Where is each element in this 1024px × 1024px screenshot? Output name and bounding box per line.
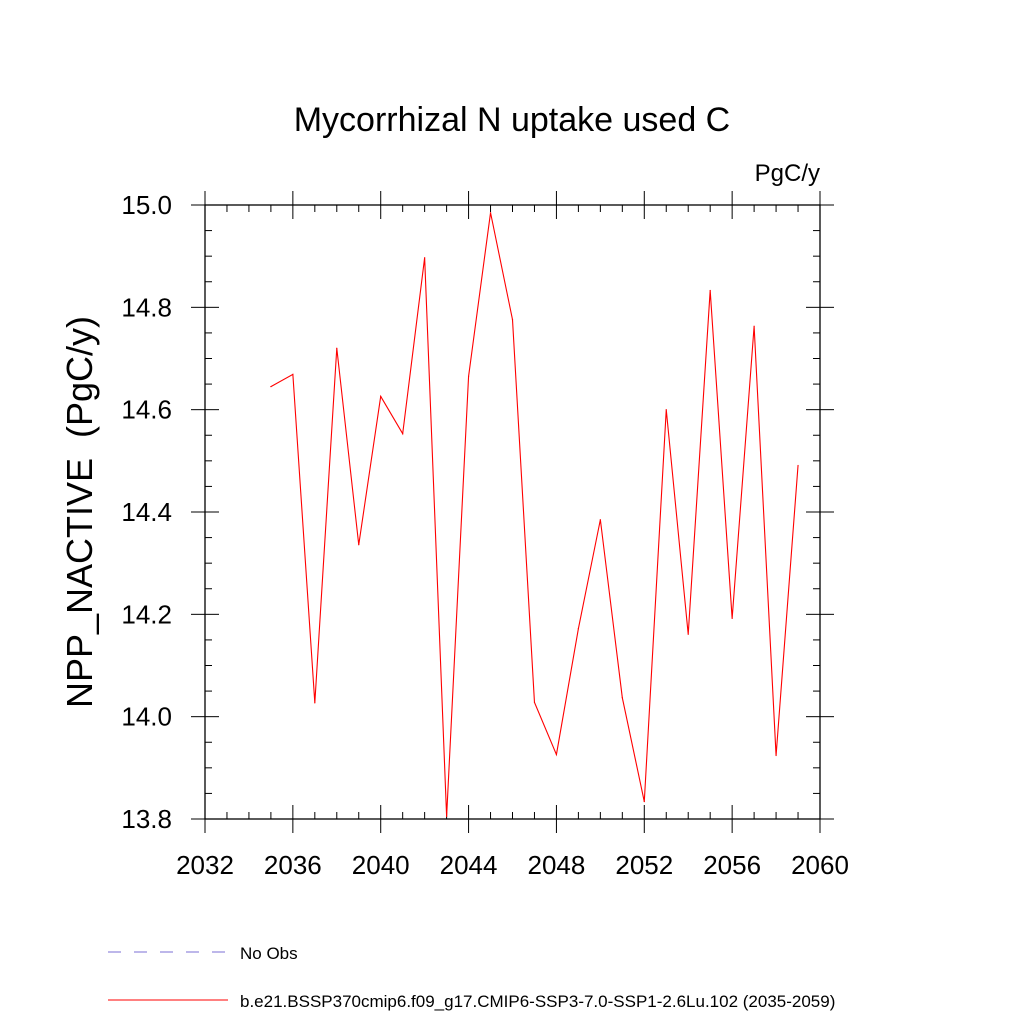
y-tick-label: 14.6: [121, 395, 172, 425]
data-point: [687, 633, 689, 635]
data-point: [555, 753, 558, 756]
x-tick-label: 2048: [528, 850, 586, 880]
data-point: [511, 319, 514, 321]
y-tick-label: 14.4: [121, 497, 172, 527]
data-point: [599, 519, 601, 521]
data-point: [533, 701, 536, 703]
legend: No Obs b.e21.BSSP370cmip6.f09_g17.CMIP6-S…: [108, 944, 835, 1011]
y-tick-label: 14.8: [121, 292, 172, 322]
units-label: PgC/y: [755, 160, 820, 187]
x-tick-label: 2036: [264, 850, 322, 880]
plot-frame: [204, 204, 821, 820]
x-tick-label: 2044: [440, 850, 498, 880]
y-tick-label: 14.2: [121, 599, 172, 629]
tick-labels: 2032 2036 2040 2044 2048 2052 2056 2060 13.8 14.0…: [121, 190, 849, 880]
data-point: [731, 617, 733, 620]
data-point: [358, 544, 360, 546]
legend-label: b.e21.BSSP370cmip6.f09_g17.CMIP6-SSP3-7.…: [240, 992, 835, 1011]
y-tick-label: 14.0: [121, 702, 172, 732]
data-point: [753, 325, 755, 327]
axis-ticks: [191, 191, 834, 833]
data-point: [292, 373, 294, 375]
data-point: [424, 257, 426, 259]
data-point: [380, 395, 382, 397]
data-point: [446, 815, 448, 818]
y-tick-label: 15.0: [121, 190, 172, 220]
data-point: [621, 697, 623, 699]
data-point: [643, 801, 645, 803]
data-point: [709, 289, 711, 292]
x-tick-label: 2032: [176, 850, 234, 880]
data-point: [775, 754, 777, 757]
data-point: [467, 375, 470, 378]
legend-label: No Obs: [240, 944, 298, 963]
chart-title: Mycorrhizal N uptake used C: [294, 101, 731, 139]
y-tick-label: 13.8: [121, 804, 172, 834]
x-tick-label: 2040: [352, 850, 410, 880]
data-point: [402, 433, 404, 435]
y-axis-label: NPP_NACTIVE (PgC/y): [59, 316, 100, 708]
x-tick-label: 2056: [703, 850, 761, 880]
series-line: [270, 212, 799, 817]
data-point: [489, 212, 492, 214]
data-point: [270, 386, 272, 388]
data-point: [665, 409, 667, 411]
data-point: [577, 628, 579, 630]
x-tick-label: 2052: [615, 850, 673, 880]
x-tick-label: 2060: [791, 850, 849, 880]
data-point: [336, 347, 338, 349]
data-point: [797, 464, 799, 467]
series-layer: [270, 212, 799, 818]
data-point: [314, 702, 316, 704]
